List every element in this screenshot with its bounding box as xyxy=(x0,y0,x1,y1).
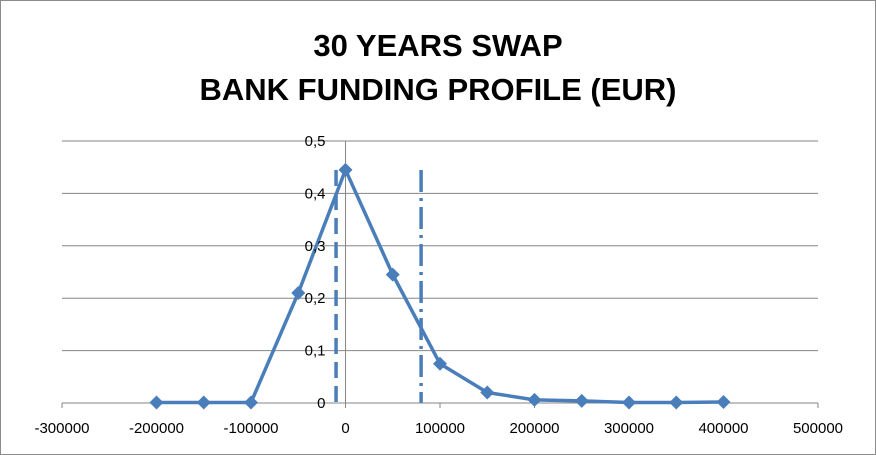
data-point xyxy=(622,395,636,410)
x-tick-label: 300000 xyxy=(604,420,654,437)
x-tick-label: 500000 xyxy=(793,420,843,437)
data-point xyxy=(527,392,542,407)
data-point xyxy=(196,395,211,410)
chart-title-line-1: 30 YEARS SWAP xyxy=(313,28,563,63)
data-point xyxy=(433,356,447,371)
y-tick-label: 0,5 xyxy=(305,133,326,150)
y-tick-label: 0,1 xyxy=(305,343,326,360)
data-point xyxy=(149,395,164,410)
data-point xyxy=(244,395,258,410)
data-point xyxy=(291,285,306,300)
x-tick-labels: -300000 -200000 -100000 0 100000 200000 300000… xyxy=(34,420,843,437)
y-tick-label: 0,4 xyxy=(305,185,326,202)
data-point xyxy=(338,162,353,177)
data-point xyxy=(716,394,731,409)
x-tick-label: -200000 xyxy=(129,420,184,437)
y-tick-label: 0 xyxy=(317,395,325,412)
x-tick-label: -300000 xyxy=(34,420,89,437)
data-point xyxy=(574,393,589,408)
chart-title-line-2: BANK FUNDING PROFILE (EUR) xyxy=(199,72,677,107)
y-tick-label: 0,2 xyxy=(305,290,326,307)
x-tick-label: 400000 xyxy=(698,420,748,437)
y-tick-labels: 0 0,1 0,2 0,3 0,4 0,5 xyxy=(305,133,326,412)
y-tick-label: 0,3 xyxy=(305,238,326,255)
data-point xyxy=(480,385,495,400)
x-tick-label: 100000 xyxy=(415,420,465,437)
x-tick-label: 200000 xyxy=(509,420,559,437)
x-tick-label: -100000 xyxy=(223,420,278,437)
data-point xyxy=(385,267,400,282)
reference-lines xyxy=(334,170,423,403)
x-tick-label: 0 xyxy=(341,420,349,437)
gridlines xyxy=(62,140,818,352)
series-markers xyxy=(149,162,731,410)
data-point xyxy=(669,395,684,410)
